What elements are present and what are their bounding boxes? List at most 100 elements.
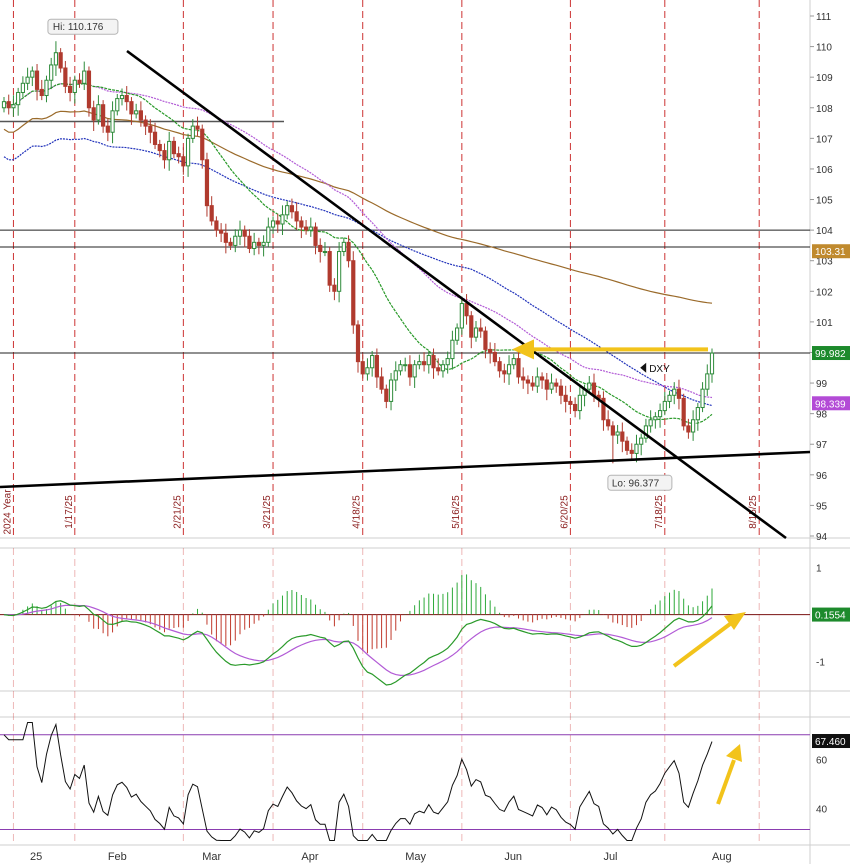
candle-body	[695, 407, 700, 421]
candle-body	[16, 91, 21, 106]
candle-body	[511, 358, 516, 366]
candle-body	[516, 358, 521, 378]
candle-body	[431, 355, 436, 369]
candle-body	[228, 241, 233, 246]
candle-body	[667, 394, 672, 402]
rsi-value-label: 67.460	[815, 737, 846, 748]
candle-body	[615, 431, 620, 436]
candle-body	[488, 348, 493, 353]
candle-body	[285, 205, 290, 216]
candle-body	[681, 397, 686, 427]
candle-body	[157, 143, 162, 152]
candle-body	[237, 229, 243, 237]
candle-body	[370, 355, 375, 369]
candle-body	[77, 79, 82, 84]
price-tick-label: 110	[816, 43, 832, 54]
candle-body	[20, 82, 25, 93]
candle-body	[492, 351, 497, 363]
candle-body	[58, 52, 63, 69]
candle-body	[105, 125, 110, 133]
price-tick-label: 106	[816, 165, 833, 176]
candle-body	[629, 449, 634, 454]
candle-body	[558, 385, 564, 396]
price-tick-label: 99	[816, 379, 828, 390]
candle-body	[134, 110, 139, 115]
expiry-label: 2024 Year	[2, 489, 13, 535]
month-axis: 25 Feb Mar Apr May Jun Jul Aug	[30, 851, 732, 863]
symbol-label: DXY	[649, 364, 670, 375]
rsi-panel: 60 40 67.460	[0, 722, 850, 841]
month-label: May	[405, 851, 426, 863]
horizontal-levels	[0, 120, 810, 354]
candle-body	[327, 251, 332, 286]
price-tick-label: 97	[816, 440, 828, 451]
macd-value-box	[812, 607, 850, 622]
candle-body	[497, 361, 502, 372]
candle-body	[138, 110, 143, 121]
candle-body	[459, 303, 464, 329]
candle-body	[506, 364, 512, 375]
candle-body	[96, 104, 101, 121]
low-callout-label: Lo: 96.377	[612, 478, 660, 489]
candle-body	[705, 373, 710, 390]
candle-body	[388, 379, 394, 402]
low-callout-box	[607, 474, 673, 491]
candle-body	[6, 101, 11, 109]
price-tick-label: 98	[816, 410, 828, 421]
expiry-label: 5/16/25	[451, 495, 462, 529]
candle-body	[30, 70, 35, 78]
candle-body	[407, 364, 413, 378]
macd-arrow-shaft	[672, 622, 732, 668]
candle-body	[341, 241, 346, 253]
candle-body	[662, 400, 667, 412]
candle-body	[351, 260, 356, 326]
month-label: 25	[30, 851, 42, 863]
candle-body	[185, 137, 191, 167]
candle-body	[535, 376, 540, 387]
candle-body	[686, 425, 691, 433]
candle-body	[473, 327, 479, 338]
candle-body	[525, 379, 531, 384]
candle-body	[648, 419, 653, 427]
candle-body	[709, 352, 715, 375]
candle-body	[270, 220, 276, 228]
candle-body	[440, 364, 446, 372]
candle-body	[393, 370, 398, 381]
candle-body	[214, 220, 219, 231]
candle-body	[247, 235, 252, 249]
candle-body	[539, 376, 545, 381]
trendlines	[0, 49, 811, 540]
candle-body	[34, 70, 40, 90]
candle-body	[384, 388, 389, 402]
candle-body	[346, 241, 351, 262]
candle-body	[86, 70, 92, 109]
candle-body	[653, 416, 658, 421]
candle-body	[360, 361, 365, 375]
candle-body	[53, 52, 59, 66]
candles	[1, 41, 715, 464]
candle-body	[521, 376, 526, 381]
candle-body	[110, 110, 115, 133]
candle-body	[190, 125, 195, 139]
candle-body	[374, 355, 379, 378]
expiry-label: 4/18/25	[352, 495, 363, 529]
price-tick-label: 105	[816, 196, 833, 207]
candle-body	[299, 220, 304, 228]
candle-body	[610, 425, 615, 436]
candle-body	[44, 79, 49, 97]
candle-body	[573, 403, 578, 412]
month-label: Jul	[603, 851, 617, 863]
candle-body	[115, 98, 120, 112]
candle-body	[502, 370, 507, 375]
expiry-label: 2/21/25	[172, 495, 183, 529]
candle-body	[365, 367, 370, 375]
candle-body	[355, 324, 361, 363]
candle-body	[91, 107, 96, 121]
candle-body	[171, 140, 177, 155]
candle-body	[275, 220, 280, 225]
rsi-arrow-head-icon	[726, 744, 742, 762]
price-tick-label: 111	[816, 12, 832, 23]
candle-body	[204, 159, 210, 207]
candle-body	[308, 226, 313, 231]
candle-body	[691, 419, 696, 433]
